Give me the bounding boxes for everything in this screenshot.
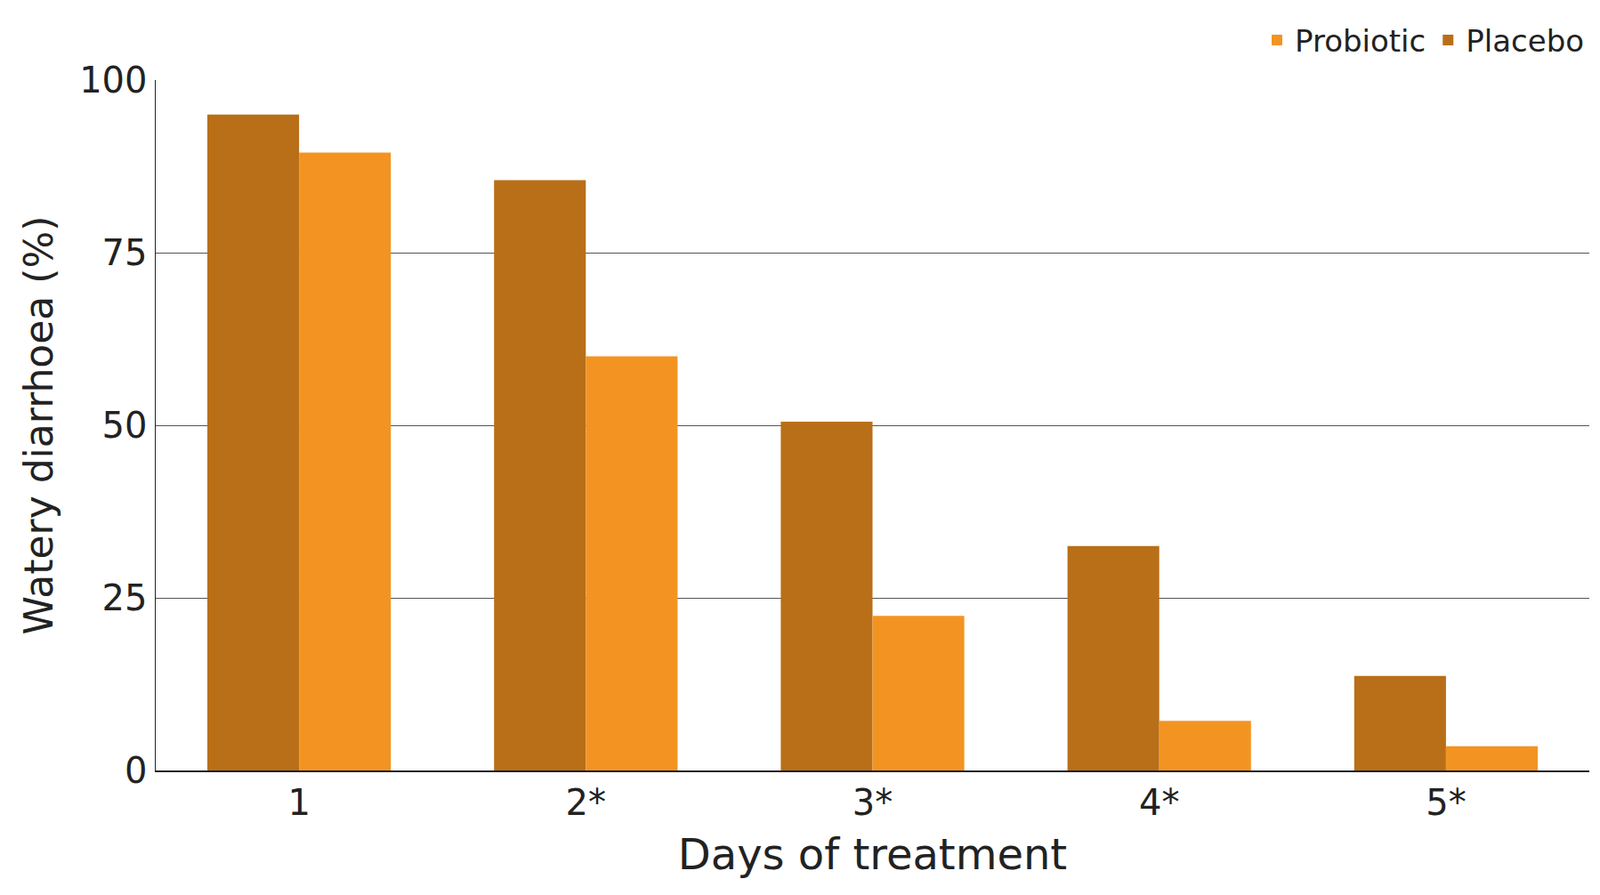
svg-text:50: 50 <box>102 404 148 446</box>
svg-text:1: 1 <box>287 782 310 824</box>
svg-text:Days of treatment: Days of treatment <box>678 829 1067 880</box>
svg-text:Watery diarrhoea (%): Watery diarrhoea (%) <box>16 216 62 636</box>
svg-text:Probiotic: Probiotic <box>1294 23 1426 59</box>
svg-text:100: 100 <box>79 59 147 101</box>
svg-text:0: 0 <box>124 750 147 792</box>
svg-text:5*: 5* <box>1425 782 1466 824</box>
svg-text:Placebo: Placebo <box>1465 23 1584 59</box>
svg-text:4*: 4* <box>1139 782 1180 824</box>
svg-text:75: 75 <box>102 232 148 274</box>
svg-text:2*: 2* <box>565 782 607 824</box>
svg-text:3*: 3* <box>852 782 893 824</box>
svg-text:25: 25 <box>102 577 148 619</box>
